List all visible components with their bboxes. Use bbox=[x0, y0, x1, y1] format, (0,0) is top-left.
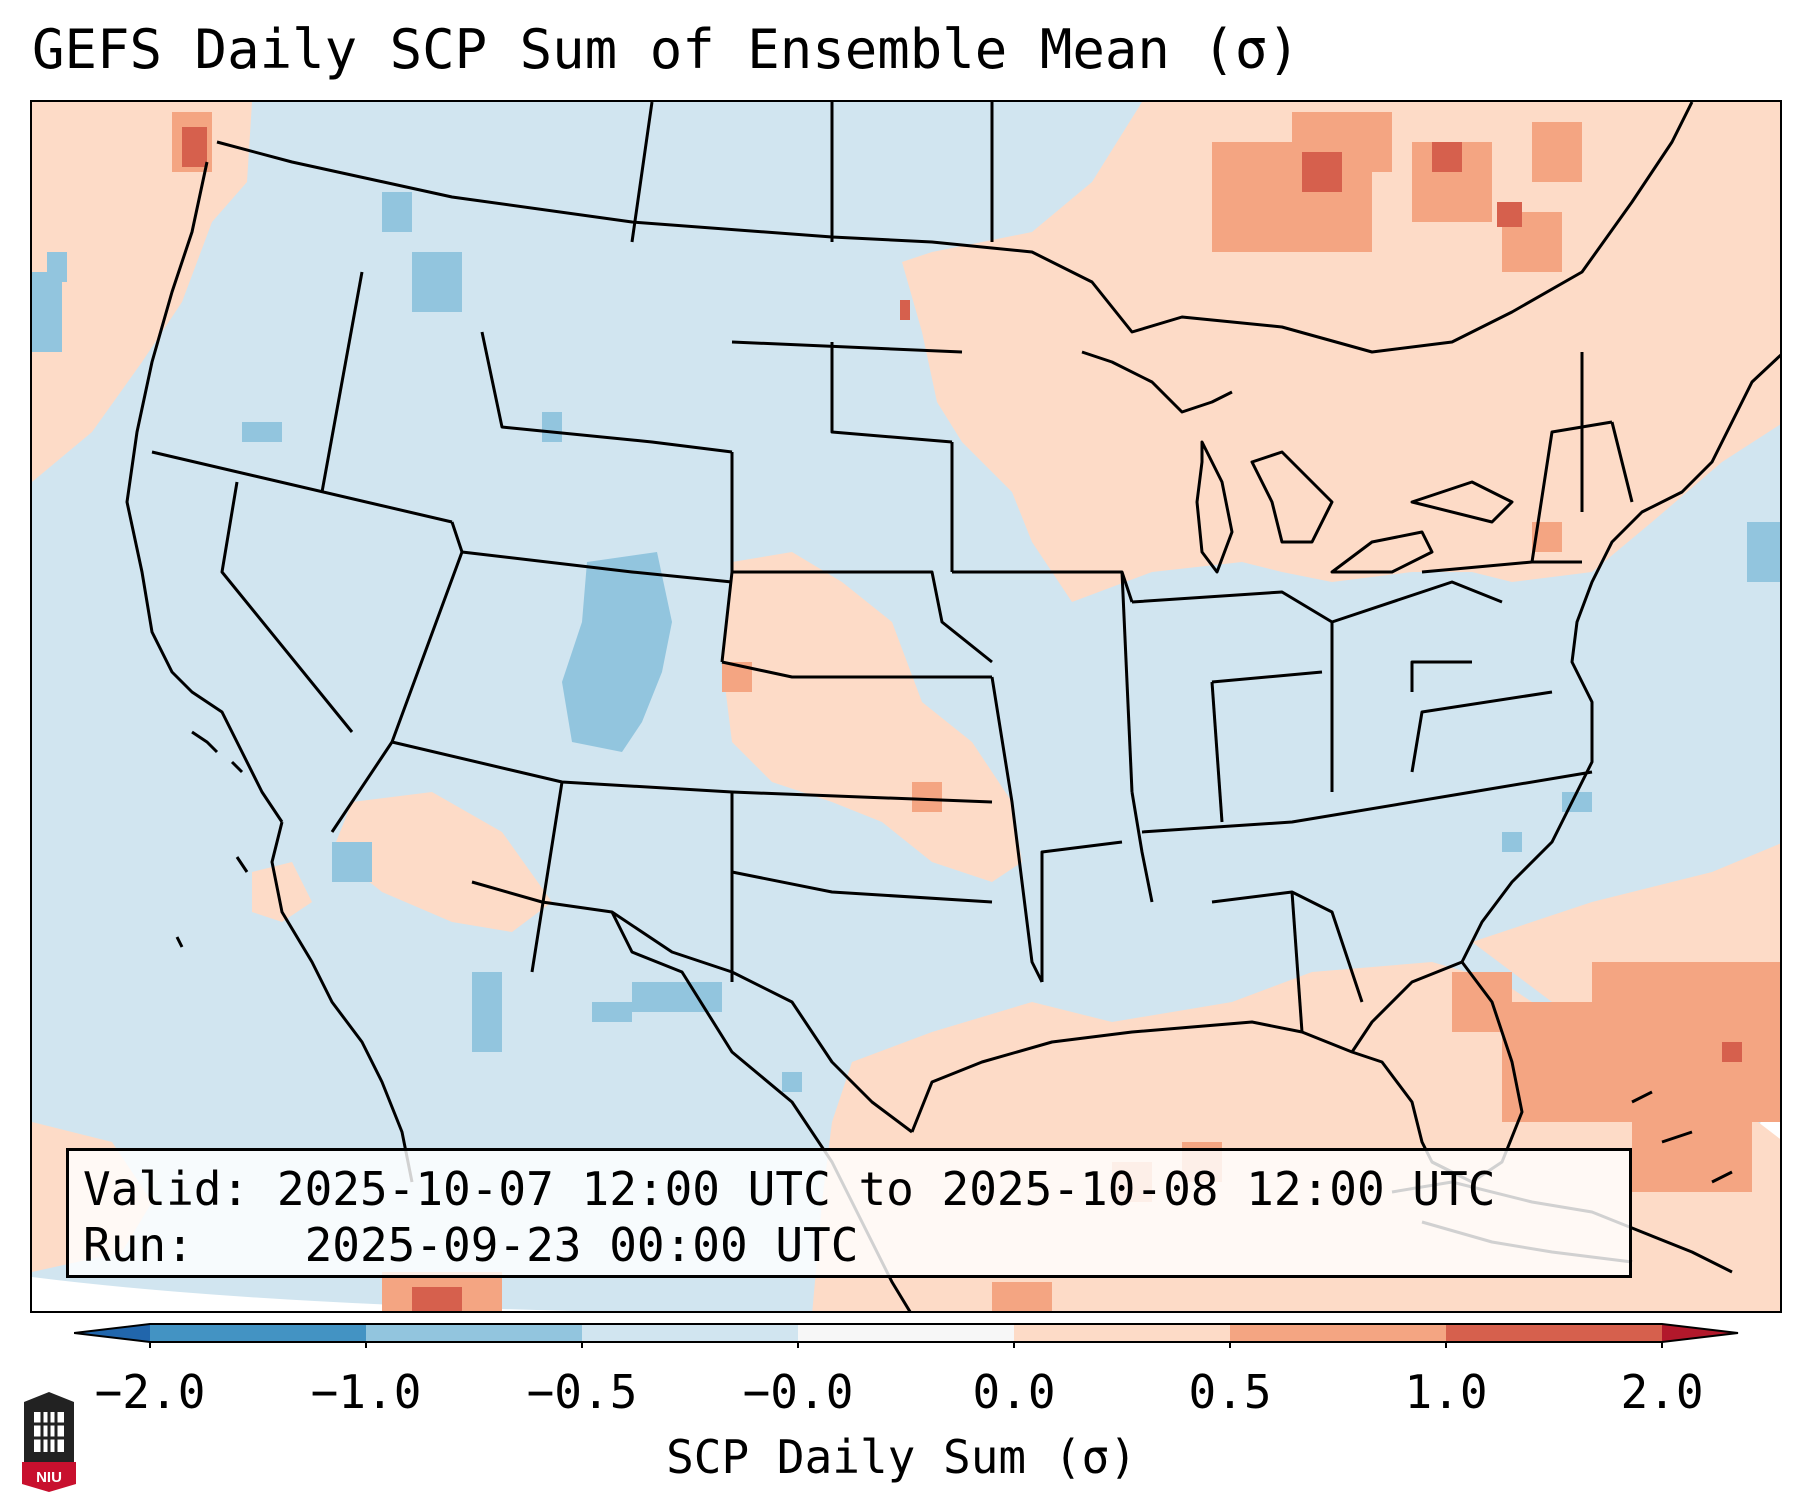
colorbar-segment-5 bbox=[1014, 1324, 1230, 1342]
colorbar-extend-low bbox=[74, 1324, 150, 1342]
chart-title: GEFS Daily SCP Sum of Ensemble Mean (σ) bbox=[32, 18, 1300, 81]
valid-run-infobox: Valid: 2025-10-07 12:00 UTC to 2025-10-0… bbox=[66, 1148, 1632, 1278]
boundary-lines bbox=[125, 102, 1780, 1311]
colorbar-tick-label: 0.0 bbox=[972, 1365, 1056, 1419]
run-value: 2025-09-23 00:00 UTC bbox=[304, 1218, 859, 1272]
colorbar-tick-label: −1.0 bbox=[310, 1365, 422, 1419]
positive-mid-patches bbox=[172, 112, 1780, 1311]
run-label: Run: bbox=[83, 1218, 194, 1272]
colorbar-segment-1 bbox=[150, 1324, 366, 1342]
island-outlines bbox=[175, 730, 249, 948]
valid-label: Valid: bbox=[83, 1162, 250, 1216]
map-svg bbox=[32, 102, 1780, 1311]
colorbar-segment-6 bbox=[1230, 1324, 1446, 1342]
valid-value: 2025-10-07 12:00 UTC to 2025-10-08 12:00… bbox=[276, 1162, 1496, 1216]
niu-logo-icon bbox=[22, 1392, 76, 1492]
niu-logo: NIU bbox=[20, 1392, 78, 1492]
map-panel bbox=[30, 100, 1782, 1313]
colorbar-tick-label: −0.5 bbox=[526, 1365, 638, 1419]
colorbar-ticks bbox=[149, 1342, 1663, 1348]
colorbar-tick-label: 1.0 bbox=[1404, 1365, 1488, 1419]
colorbar-segment-7 bbox=[1446, 1324, 1662, 1342]
colorbar-label: SCP Daily Sum (σ) bbox=[666, 1430, 1137, 1484]
positive-high-patches bbox=[182, 127, 1742, 1311]
colorbar-tick-label: −0.0 bbox=[742, 1365, 854, 1419]
colorbar-tick-label: −2.0 bbox=[94, 1365, 206, 1419]
colorbar-extend-high bbox=[1662, 1324, 1738, 1342]
colorbar-segment-4 bbox=[798, 1324, 1014, 1342]
colorbar-tick-label: 0.5 bbox=[1188, 1365, 1272, 1419]
niu-logo-text: NIU bbox=[36, 1469, 62, 1486]
colorbar bbox=[74, 1323, 1739, 1348]
negative-mid-patches bbox=[32, 192, 1780, 1092]
projection-edge bbox=[32, 1277, 575, 1311]
colorbar-tick-label: 2.0 bbox=[1620, 1365, 1704, 1419]
colorbar-segment-3 bbox=[582, 1324, 798, 1342]
colorbar-segment-2 bbox=[366, 1324, 582, 1342]
